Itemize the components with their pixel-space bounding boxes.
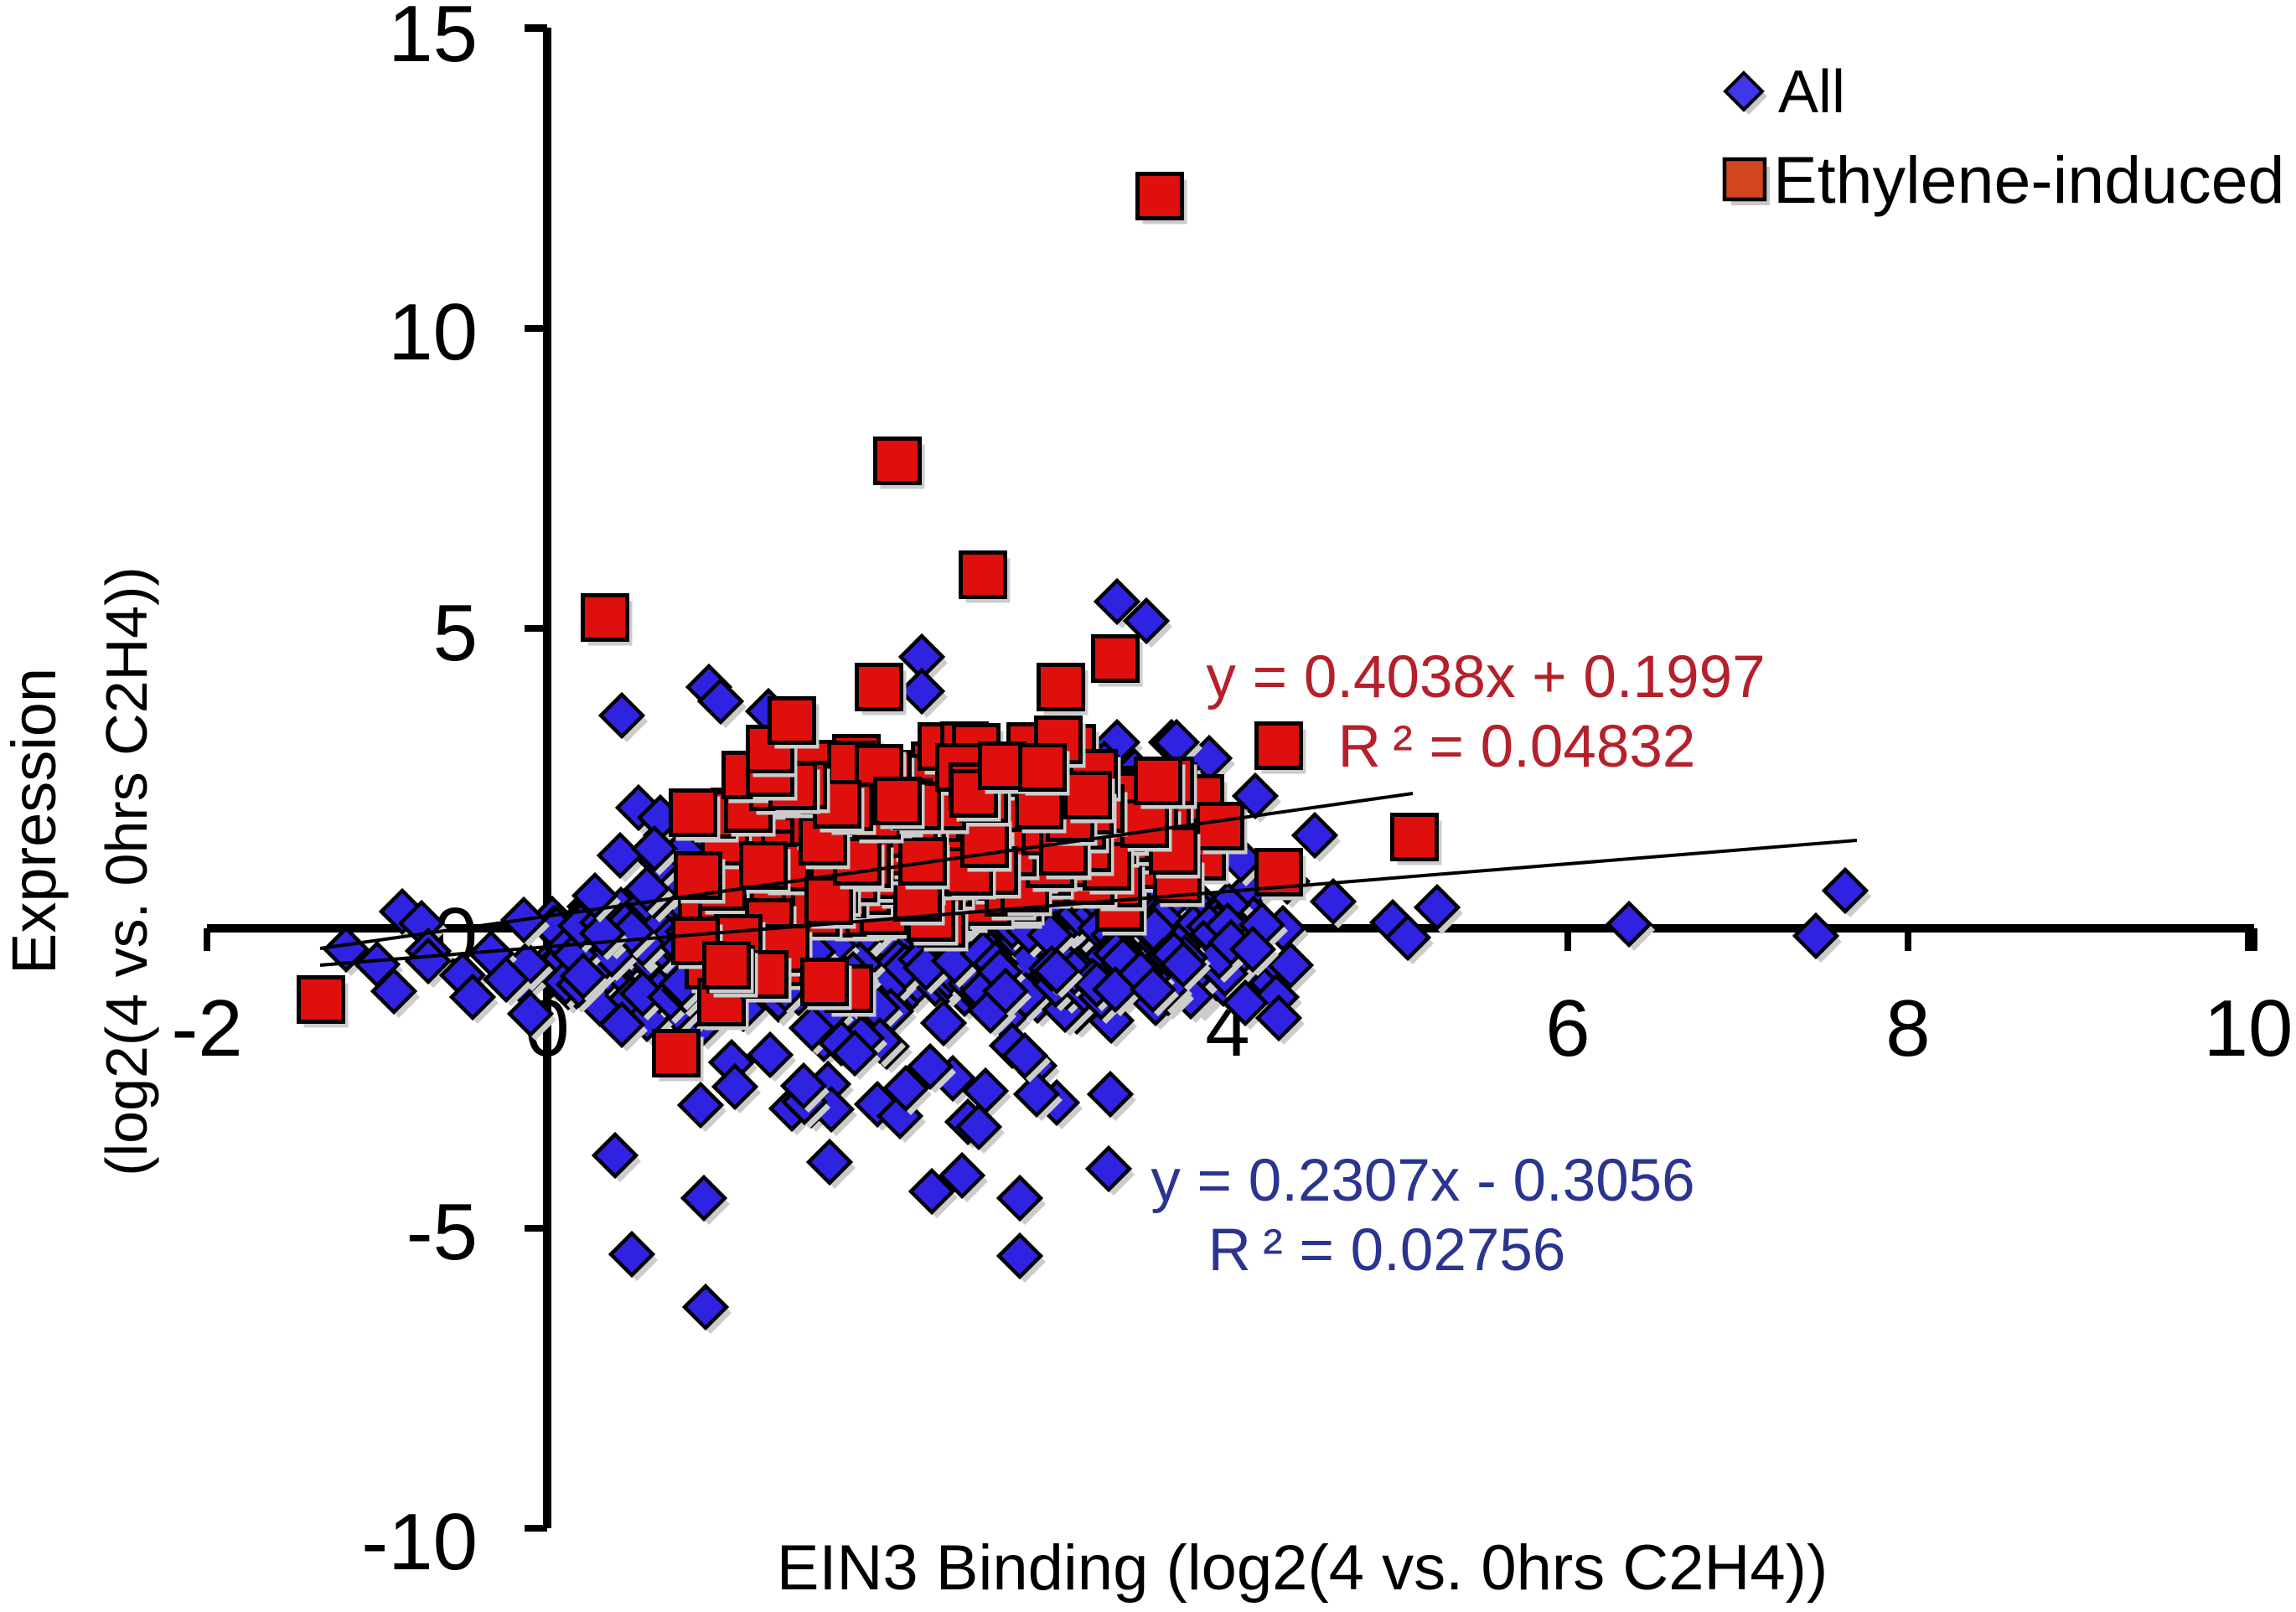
svg-text:-2: -2 bbox=[171, 984, 242, 1073]
svg-text:(log2(4 vs. 0hrs C2H4)): (log2(4 vs. 0hrs C2H4)) bbox=[94, 566, 159, 1175]
svg-text:15: 15 bbox=[388, 0, 478, 79]
svg-text:Expression: Expression bbox=[0, 668, 69, 974]
svg-text:-10: -10 bbox=[361, 1497, 478, 1587]
svg-text:Ethylene-induced: Ethylene-induced bbox=[1773, 142, 2284, 217]
svg-text:EIN3 Binding (log2(4 vs. 0hrs: EIN3 Binding (log2(4 vs. 0hrs C2H4)) bbox=[777, 1532, 1828, 1604]
svg-text:10: 10 bbox=[2204, 984, 2293, 1073]
svg-text:y = 0.2307x - 0.3056: y = 0.2307x - 0.3056 bbox=[1151, 1148, 1694, 1214]
svg-text:-5: -5 bbox=[406, 1187, 478, 1277]
svg-text:R ² = 0.02756: R ² = 0.02756 bbox=[1208, 1217, 1566, 1284]
svg-text:R ² = 0.04832: R ² = 0.04832 bbox=[1338, 714, 1696, 780]
svg-text:5: 5 bbox=[433, 588, 478, 678]
svg-text:10: 10 bbox=[388, 287, 478, 377]
svg-text:8: 8 bbox=[1885, 984, 1930, 1073]
svg-text:y = 0.4038x + 0.1997: y = 0.4038x + 0.1997 bbox=[1206, 644, 1765, 710]
svg-text:6: 6 bbox=[1545, 984, 1590, 1073]
svg-text:All: All bbox=[1778, 59, 1845, 126]
